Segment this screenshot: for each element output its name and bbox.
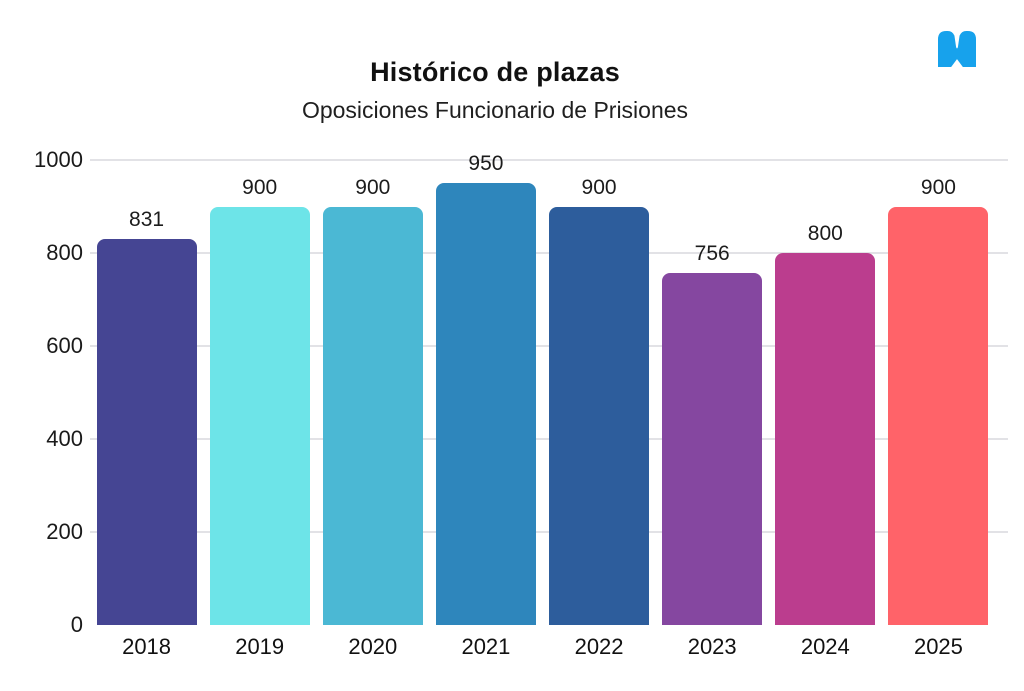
y-axis-tick-label: 400 xyxy=(46,426,83,451)
bar-2022 xyxy=(549,206,650,625)
y-axis-tick-label: 0 xyxy=(70,612,83,637)
gridline xyxy=(90,531,1008,533)
bar-2020 xyxy=(322,206,423,625)
bar-value-label-2023: 756 xyxy=(694,242,730,266)
y-axis-tick-label: 1000 xyxy=(34,147,83,172)
x-axis-label-2023: 2023 xyxy=(687,634,737,659)
bar-2024 xyxy=(775,253,876,625)
x-axis-label-2019: 2019 xyxy=(235,634,285,659)
bar-value-label-2020: 900 xyxy=(355,175,391,199)
page-subtitle: Oposiciones Funcionario de Prisiones xyxy=(301,97,689,123)
page-title: Histórico de plazas xyxy=(370,57,620,87)
gridline xyxy=(90,345,1008,347)
bar-value-label-2021: 950 xyxy=(468,152,504,176)
gridline xyxy=(90,438,1008,440)
gridline xyxy=(90,252,1008,254)
y-axis-tick-label: 600 xyxy=(46,333,83,358)
x-axis-label-2025: 2025 xyxy=(913,634,963,659)
bar-value-label-2019: 900 xyxy=(242,175,278,199)
m-logo-icon xyxy=(938,30,976,67)
bar-2025 xyxy=(888,206,989,625)
bar-value-label-2018: 831 xyxy=(129,207,165,231)
y-axis-tick-label: 200 xyxy=(46,519,83,544)
x-axis-label-2018: 2018 xyxy=(122,634,172,659)
x-axis-label-2020: 2020 xyxy=(348,634,398,659)
bar-value-label-2022: 900 xyxy=(581,175,617,199)
bar-value-label-2024: 800 xyxy=(807,222,843,245)
y-axis-tick-label: 800 xyxy=(46,240,83,265)
bar-2019 xyxy=(209,206,310,625)
gridline xyxy=(90,159,1008,161)
x-axis-label-2021: 2021 xyxy=(461,634,511,659)
x-axis-label-2024: 2024 xyxy=(800,634,850,659)
bar-2018 xyxy=(96,238,197,625)
bar-2023 xyxy=(662,273,763,625)
x-axis-label-2022: 2022 xyxy=(574,634,624,659)
bar-value-label-2025: 900 xyxy=(920,175,956,199)
bar-2021 xyxy=(435,183,536,625)
